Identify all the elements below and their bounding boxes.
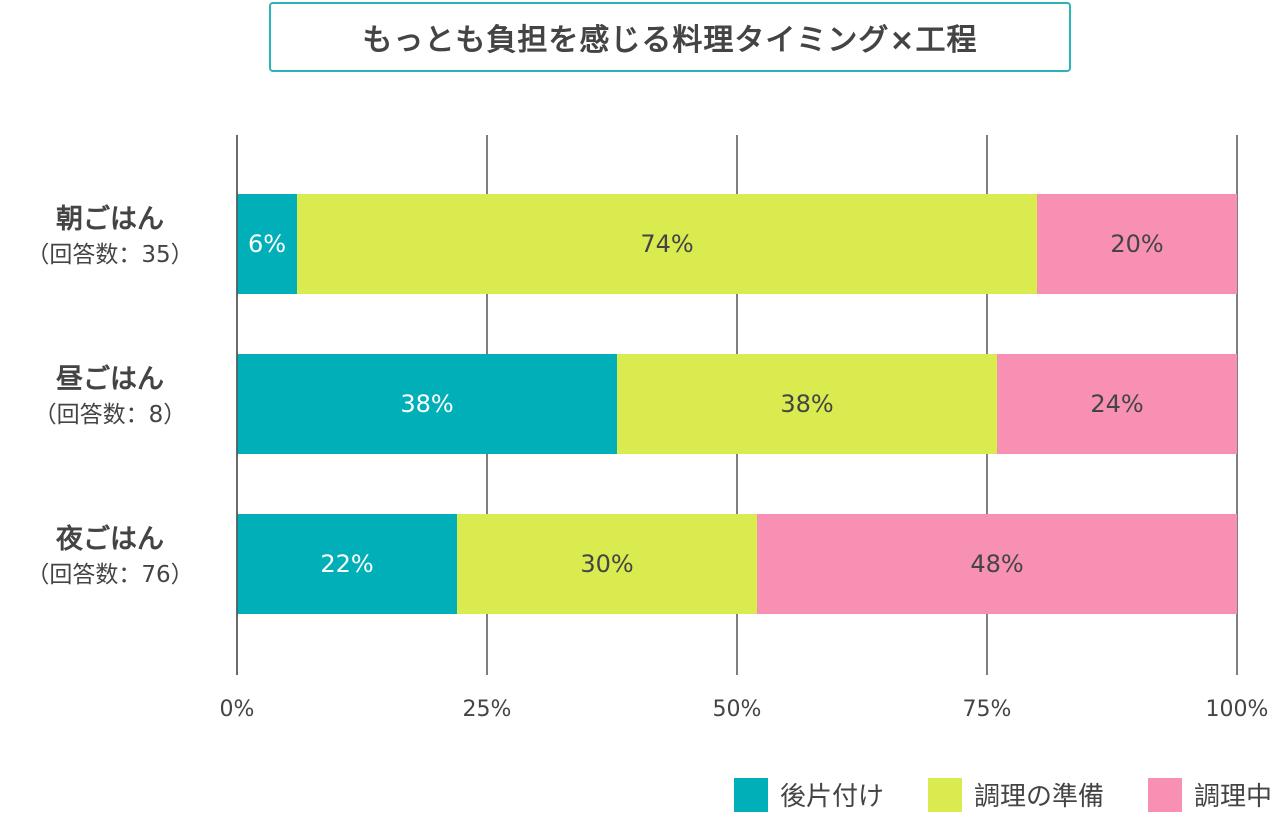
legend: 後片付け 調理の準備 調理中 xyxy=(733,776,1272,813)
legend-label: 調理の準備 xyxy=(973,782,1104,812)
legend-label: 調理中 xyxy=(1193,782,1272,812)
category-count: （回答数：35） xyxy=(26,242,194,268)
x-tick-label: 25% xyxy=(463,697,512,722)
bar-segment xyxy=(1037,194,1237,294)
legend-item: 調理の準備 xyxy=(927,776,1104,813)
data-label: 6% xyxy=(248,230,286,258)
category-label: 朝ごはん （回答数：35） xyxy=(0,202,220,272)
bar-segment xyxy=(237,354,617,454)
data-label: 38% xyxy=(400,390,453,418)
data-label: 22% xyxy=(320,550,373,578)
category-label: 夜ごはん （回答数：76） xyxy=(0,522,220,592)
category-count: （回答数：76） xyxy=(26,562,194,588)
x-tick-label: 0% xyxy=(220,697,255,722)
chart-title: もっとも負担を感じる料理タイミング×工程 xyxy=(269,2,1071,72)
x-tick-label: 75% xyxy=(963,697,1012,722)
data-label: 24% xyxy=(1090,390,1143,418)
legend-swatch xyxy=(1147,777,1182,812)
category-name: 朝ごはん xyxy=(56,204,164,235)
bar-segment xyxy=(237,194,297,294)
bar-segment xyxy=(617,354,997,454)
category-name: 夜ごはん xyxy=(56,524,164,555)
category-name: 昼ごはん xyxy=(56,364,164,395)
data-label: 20% xyxy=(1110,230,1163,258)
legend-swatch xyxy=(733,777,768,812)
legend-item: 調理中 xyxy=(1147,776,1272,813)
category-label: 昼ごはん （回答数：8） xyxy=(0,362,220,432)
bar-segment xyxy=(757,514,1237,614)
data-label: 30% xyxy=(580,550,633,578)
x-tick-label: 100% xyxy=(1206,697,1269,722)
legend-label: 後片付け xyxy=(779,782,884,812)
legend-item: 後片付け xyxy=(733,776,884,813)
category-count: （回答数：8） xyxy=(33,402,187,428)
bar-segment xyxy=(297,194,1037,294)
bar-segment xyxy=(997,354,1237,454)
data-label: 38% xyxy=(780,390,833,418)
data-label: 48% xyxy=(970,550,1023,578)
bar-segment xyxy=(237,514,457,614)
bar-segment xyxy=(457,514,757,614)
data-label: 74% xyxy=(640,230,693,258)
x-tick-label: 50% xyxy=(713,697,762,722)
legend-swatch xyxy=(927,777,962,812)
